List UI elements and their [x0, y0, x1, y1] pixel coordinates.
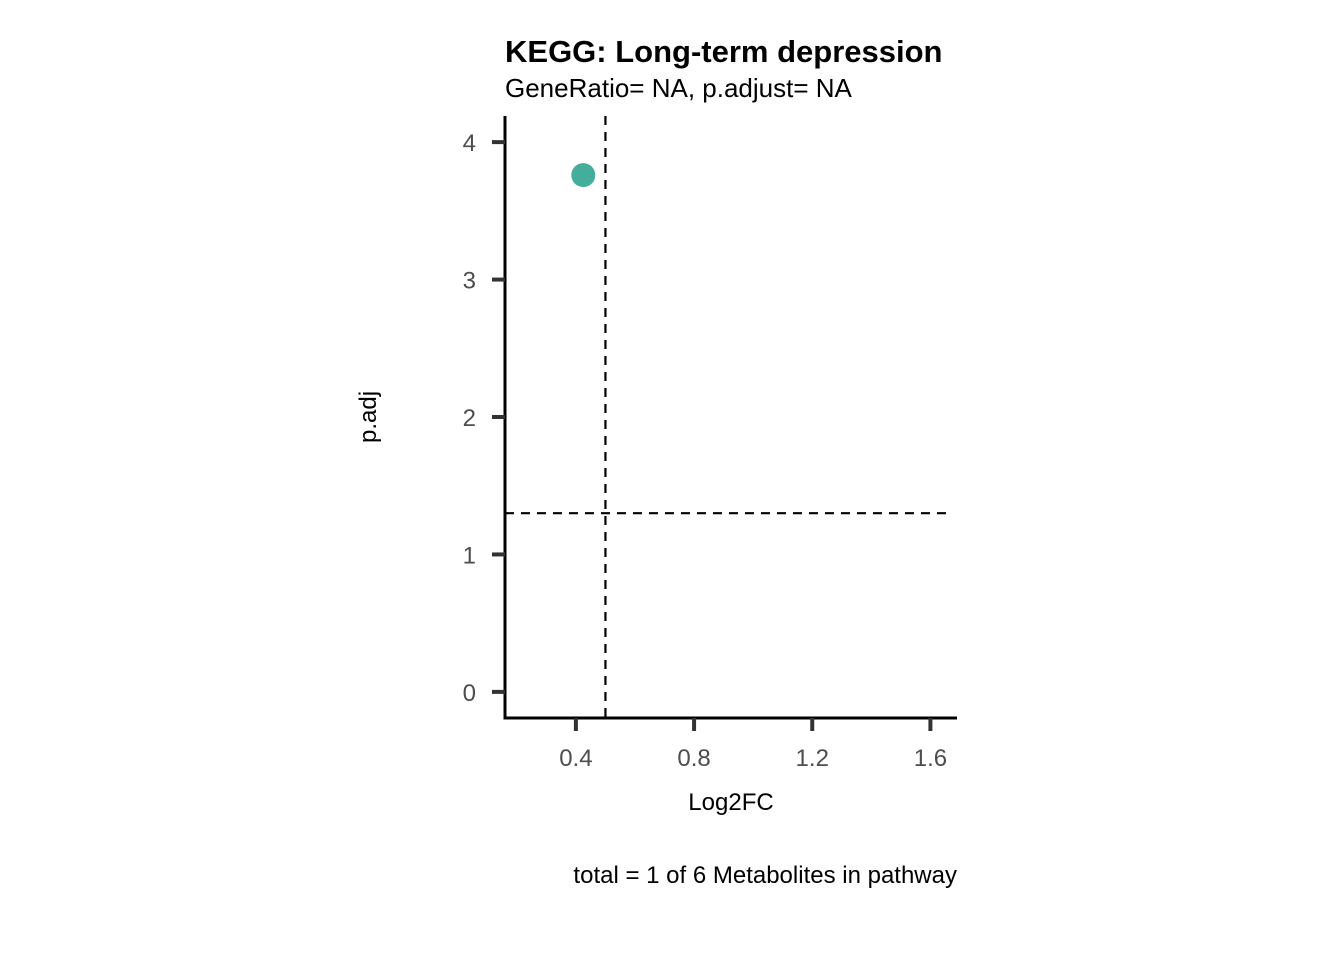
y-tick-label: 2 — [463, 405, 476, 432]
x-tick-label: 1.2 — [796, 745, 829, 772]
x-axis-title: Log2FC — [688, 789, 773, 816]
x-tick-label: 0.4 — [559, 745, 592, 772]
chart-caption: total = 1 of 6 Metabolites in pathway — [573, 862, 957, 889]
data-point — [571, 163, 596, 188]
y-tick-label: 4 — [463, 130, 476, 157]
x-tick-label: 1.6 — [914, 745, 947, 772]
chart-title: KEGG: Long-term depression — [505, 34, 942, 69]
y-tick-label: 1 — [463, 542, 476, 569]
plot-area: 0.4 0.8 1.2 1.6 0 1 2 3 4 — [463, 116, 957, 772]
y-axis-title: p.adj — [355, 391, 382, 443]
y-tick-label: 3 — [463, 268, 476, 295]
chart-subtitle: GeneRatio= NA, p.adjust= NA — [505, 73, 853, 103]
y-tick-label: 0 — [463, 680, 476, 707]
x-tick-label: 0.8 — [677, 745, 710, 772]
